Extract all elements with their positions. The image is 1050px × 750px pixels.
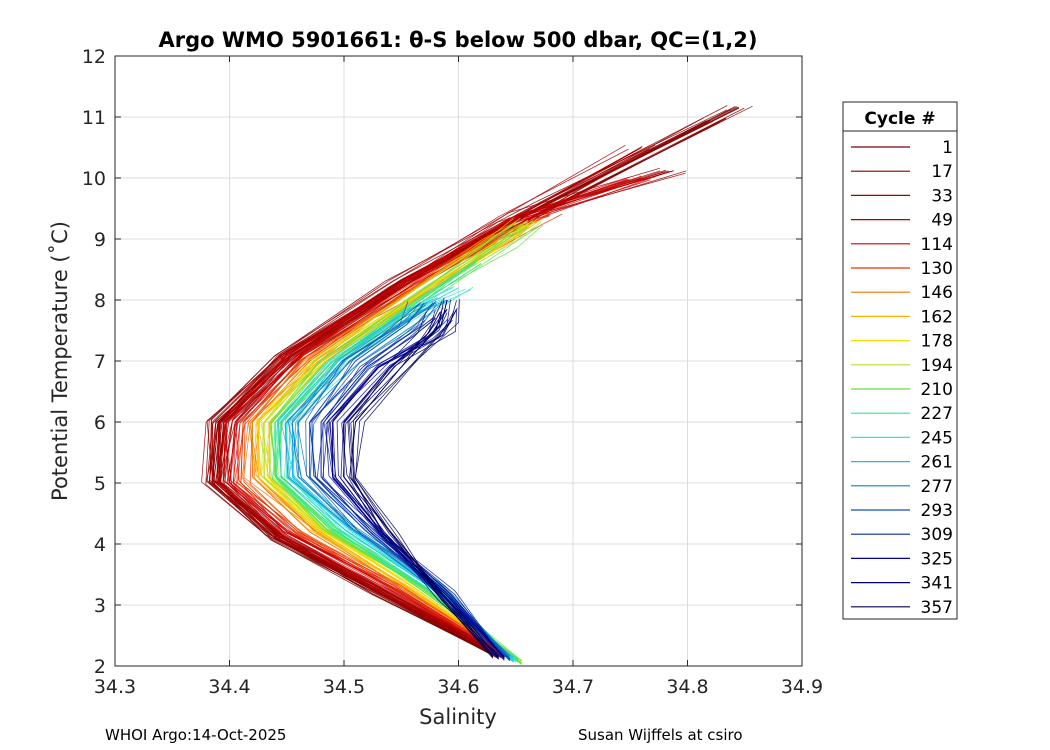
legend-label: 162 <box>921 307 953 327</box>
legend-box <box>842 101 958 620</box>
series-line-cycle-357-trace <box>350 299 494 659</box>
legend-label: 194 <box>921 356 953 376</box>
series-line-cycle-325-trace <box>336 307 505 658</box>
series-line-cycle-325-trace <box>332 309 505 658</box>
series-line-cycle-357-trace <box>347 297 494 656</box>
series-line-cycle-49-trace <box>211 148 629 655</box>
y-tick-label: 12 <box>82 46 106 68</box>
footer-source-date: WHOI Argo:14-Oct-2025 <box>105 726 287 744</box>
x-tick-label: 34.6 <box>437 676 479 698</box>
x-tick-label: 34.7 <box>552 676 594 698</box>
series-line-cycle-146-trace <box>241 225 514 657</box>
axis-ticks: 34.3 34.4 34.5 34.6 34.7 34.8 34.9 2 3 4 5 6 7 8 9 10 11… <box>82 46 823 698</box>
y-tick-label: 2 <box>94 656 106 678</box>
series-line-cycle-194-trace <box>261 222 522 661</box>
series-line-cycle-261-trace <box>277 299 514 658</box>
chart-title: Argo WMO 5901661: θ-S below 500 dbar, QC… <box>159 28 758 52</box>
y-tick-label: 4 <box>94 534 106 556</box>
y-axis-label: Potential Temperature (˚C) <box>48 221 72 501</box>
series-line-cycle-114-trace <box>223 179 631 657</box>
series-line-cycle-341-trace <box>352 312 499 660</box>
series-line-cycle-245-trace <box>292 289 517 663</box>
x-tick-label: 34.8 <box>666 676 708 698</box>
series-line-cycle-210-trace <box>269 224 522 665</box>
legend-label: 309 <box>921 525 953 545</box>
legend-label: 277 <box>921 477 953 497</box>
legend-label: 17 <box>931 162 953 182</box>
x-tick-label: 34.3 <box>94 676 136 698</box>
series-line-cycle-357-trace <box>355 299 494 658</box>
y-tick-label: 6 <box>94 412 106 434</box>
series-line-cycle-357-trace <box>355 300 494 657</box>
footer-author: Susan Wijffels at csiro <box>578 726 743 744</box>
legend-label: 245 <box>921 428 953 448</box>
series-line-cycle-178-trace <box>255 221 519 659</box>
series-line-cycle-227-trace <box>273 262 519 663</box>
x-tick-label: 34.5 <box>323 676 365 698</box>
legend-label: 325 <box>921 549 953 569</box>
legend-label: 146 <box>921 283 953 303</box>
legend-label: 341 <box>921 574 953 594</box>
series-line-cycle-293-trace <box>309 301 511 661</box>
x-axis-label: Salinity <box>419 705 497 729</box>
series-line-cycle-357-trace <box>342 300 494 656</box>
y-tick-label: 5 <box>94 473 106 495</box>
series-line-cycle-341-trace <box>328 311 499 655</box>
legend-label: 357 <box>921 598 953 618</box>
legend: Cycle # 1 17 33 49 114 130 146 162 178 194 210 227 2… <box>842 101 958 620</box>
legend-items: 1 17 33 49 114 130 146 162 178 194 210 227 245 261 277… <box>851 138 953 618</box>
x-tick-label: 34.9 <box>781 676 823 698</box>
data-series-group <box>201 105 753 665</box>
series-line-cycle-33-trace <box>201 167 660 658</box>
legend-label: 114 <box>921 235 953 255</box>
legend-label: 178 <box>921 332 953 352</box>
legend-label: 130 <box>921 259 953 279</box>
legend-label: 261 <box>921 453 953 473</box>
legend-title: Cycle # <box>864 109 935 129</box>
y-tick-label: 9 <box>94 229 106 251</box>
legend-label: 227 <box>921 404 953 424</box>
series-line-cycle-341-trace <box>348 309 499 657</box>
y-tick-label: 11 <box>82 107 106 129</box>
legend-label: 210 <box>921 380 953 400</box>
legend-label: 1 <box>942 138 953 158</box>
legend-label: 293 <box>921 501 953 521</box>
y-tick-label: 10 <box>82 168 106 190</box>
series-line-cycle-325-trace <box>330 311 505 660</box>
x-tick-label: 34.4 <box>208 676 250 698</box>
y-tick-label: 7 <box>94 351 106 373</box>
y-tick-label: 3 <box>94 595 106 617</box>
legend-label: 33 <box>931 186 953 206</box>
legend-label: 49 <box>931 211 953 231</box>
series-line-cycle-162-trace <box>255 218 538 662</box>
y-tick-label: 8 <box>94 290 106 312</box>
